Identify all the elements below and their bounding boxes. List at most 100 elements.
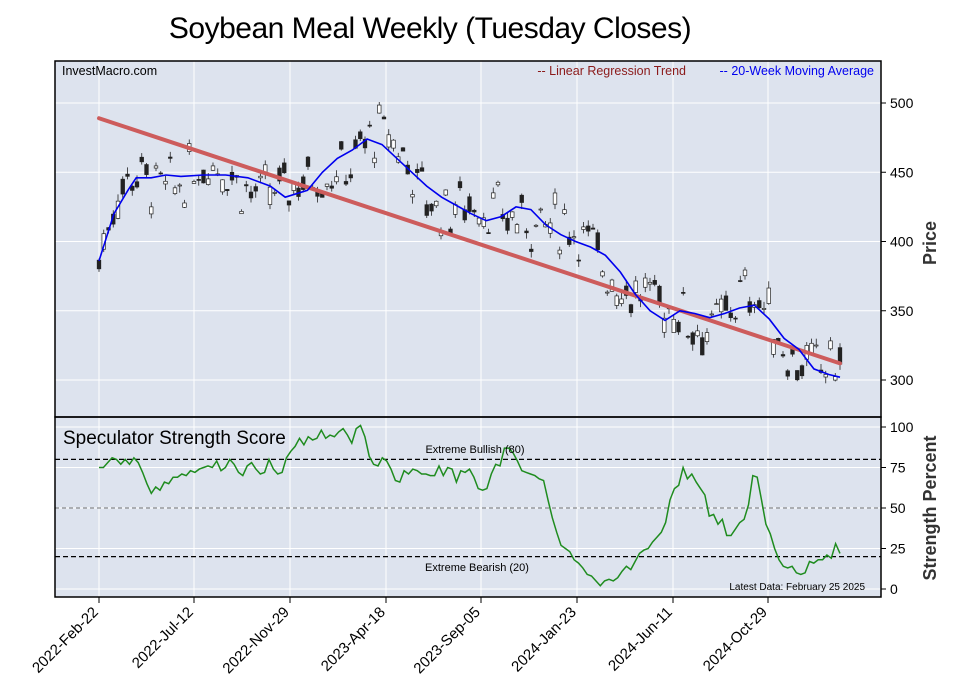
price-candle-body [519,194,524,203]
price-candle-body [600,271,605,277]
price-candle-body [685,335,691,338]
price-candle-body [652,280,657,285]
price-candle-body [662,317,667,333]
price-candle-body [700,337,705,356]
price-candle-body [643,277,648,288]
price-candle-body [761,308,767,310]
price-candle-body [248,191,254,199]
price-candle-body [481,217,486,227]
price-candle-body [486,232,491,234]
price-candle-body [415,169,420,173]
price-candle-body [153,165,159,169]
price-candle-body [505,217,510,231]
price-candle-body [225,189,230,191]
price-candle-body [476,217,482,225]
price-axis-label: Price [920,221,940,265]
price-candle-body [163,180,168,185]
price-candle-body [267,186,273,205]
price-candle-body [144,164,149,175]
price-candle-body [410,194,415,198]
price-candle-body [757,300,762,309]
price-candle-body [191,181,197,184]
price-candle-body [282,162,287,174]
price-gridlines [55,61,881,417]
price-candle-body [728,312,733,319]
price-candle-body [362,138,368,149]
price-candle-body [690,332,695,345]
latest-data-note: Latest Data: February 25 2025 [729,582,865,593]
price-candle-body [134,181,140,188]
price-candle-body [714,303,719,305]
price-candle-body [581,226,586,230]
strength-tick-label: 75 [890,460,906,476]
price-candle-body [619,298,624,304]
strength-line [99,424,841,587]
price-candle-body [467,196,472,212]
price-candle-body [795,370,800,381]
strength-axis-label: Strength Percent [920,435,940,580]
strength-panel [55,417,881,597]
price-candle-body [372,157,377,164]
price-candle-body [377,104,382,114]
strength-panel-title: Speculator Strength Score [63,428,286,449]
x-tick-label: 2022-Jul-12 [129,604,197,672]
price-candle-body [695,330,700,337]
strength-line-group [99,424,841,587]
x-tick-label: 2022-Feb-22 [29,604,102,677]
price-candle-body [443,189,448,196]
price-candle-body [210,165,216,171]
price-candle-body [657,285,662,303]
price-candle-body [381,116,387,120]
price-candle-body [576,259,581,262]
price-candle-body [552,192,558,205]
regression-line [97,116,842,366]
price-candle-body [785,370,790,377]
price-candle-body [605,291,610,294]
strength-tick-label: 100 [890,419,914,435]
price-tick-label: 300 [890,372,914,388]
moving-average-line [98,138,841,378]
x-tick-label: 2023-Sep-05 [410,604,483,677]
legend-regression: -- Linear Regression Trend [537,64,686,78]
price-candle-body [220,179,225,193]
x-tick-label: 2024-Oct-29 [700,604,771,675]
regression-line-group [97,116,842,366]
price-candle-body [177,184,182,187]
price-tick-label: 350 [890,303,914,319]
price-candle-body [434,200,439,207]
price-candle-body [419,167,425,172]
price-candle-body [533,224,539,227]
price-candle-body [429,203,434,212]
price-candle-body [120,178,125,195]
price-candle-body [348,174,353,179]
price-candle-body [780,354,786,357]
price-candle-body [272,192,277,194]
price-candle-body [567,236,572,245]
price-candle-body [495,181,501,186]
price-candle-body [424,204,429,216]
price-candle-body [96,259,102,270]
price-candle-body [386,134,391,148]
price-candle-body [562,209,567,214]
price-candle-body [633,280,638,293]
price-candle-body [168,156,173,159]
price-candle-body [457,181,463,189]
price-candle-body [681,292,686,294]
price-candle-body [538,208,543,211]
price-candle-body [182,202,187,208]
price-candle-body [671,318,676,333]
price-candle-body [358,131,363,140]
price-candle-body [158,172,163,175]
price-candle-body [828,340,833,350]
price-candle-body [286,200,292,206]
price-candle-body [343,181,349,185]
price-candle-body [628,304,634,314]
price-candle-body [339,141,344,150]
price-candle-body [524,230,529,234]
price-candle-body [799,365,805,377]
price-candle-body [709,313,714,316]
extreme-bullish-label: Extreme Bullish (80) [425,444,524,456]
price-candle-body [206,178,211,185]
strength-tick-label: 50 [890,500,906,516]
